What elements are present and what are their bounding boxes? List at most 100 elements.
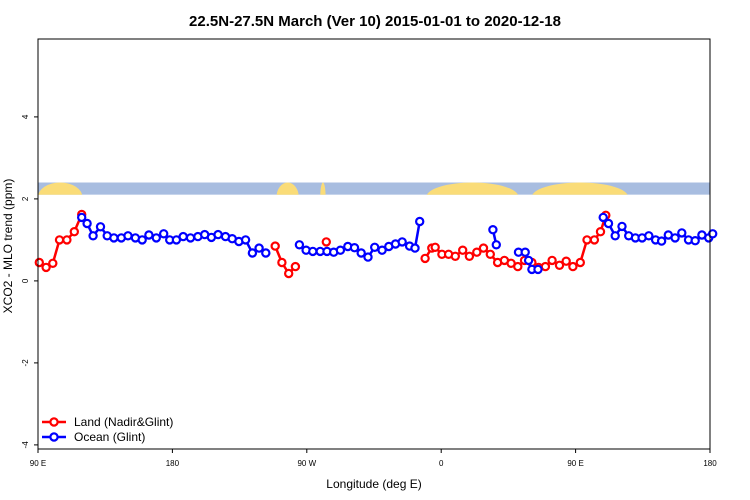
data-point-land	[464, 251, 475, 261]
data-point-land	[458, 245, 468, 255]
data-point-ocean	[178, 231, 188, 242]
legend-label-land: Land (Nadir&Glint)	[74, 415, 173, 429]
mask-land-segment	[426, 182, 519, 195]
series-land	[34, 209, 611, 279]
data-point-ocean	[677, 228, 687, 238]
data-point-ocean	[610, 231, 620, 241]
data-point-land	[41, 262, 51, 273]
data-point-ocean	[151, 233, 161, 243]
series-ocean	[76, 212, 718, 275]
x-tick-label: 90 W	[297, 459, 316, 468]
data-point-ocean	[335, 245, 346, 255]
data-point-ocean	[88, 231, 98, 241]
legend: Land (Nadir&Glint)Ocean (Glint)	[42, 415, 173, 444]
data-point-land	[430, 242, 440, 252]
data-point-ocean	[377, 245, 387, 255]
data-point-land	[589, 235, 600, 245]
x-axis: 90 E 180 90 W 0 90 E 180	[30, 449, 717, 468]
chart-title: 22.5N-27.5N March (Ver 10) 2015-01-01 to…	[189, 13, 561, 30]
data-point-ocean	[356, 248, 366, 258]
data-point-land	[485, 249, 495, 259]
x-tick-label: 180	[166, 459, 180, 468]
data-point-land	[472, 247, 482, 257]
data-point-ocean	[185, 233, 196, 243]
data-point-ocean	[144, 230, 154, 240]
data-point-ocean	[410, 243, 420, 253]
data-point-land	[513, 261, 523, 272]
data-point-ocean	[294, 240, 305, 250]
land-ocean-mask	[38, 182, 710, 195]
series-layer	[34, 209, 718, 279]
x-tick-label: 90 E	[30, 459, 46, 468]
data-point-ocean	[488, 224, 498, 235]
data-point-land	[270, 241, 280, 251]
data-point-land	[575, 257, 586, 268]
data-point-ocean	[520, 247, 530, 257]
mask-land-segment	[532, 182, 628, 195]
data-point-ocean	[370, 242, 380, 252]
data-point-ocean	[598, 212, 608, 223]
data-point-land	[420, 253, 430, 264]
data-point-ocean	[397, 237, 407, 247]
data-point-land	[69, 226, 80, 237]
data-point-ocean	[533, 264, 543, 275]
data-point-land	[547, 255, 557, 266]
data-point-ocean	[261, 248, 271, 258]
data-point-land	[48, 258, 58, 268]
data-point-ocean	[349, 242, 360, 253]
data-point-land	[321, 237, 331, 247]
data-point-land	[450, 251, 460, 261]
data-point-ocean	[95, 222, 106, 232]
data-point-ocean	[523, 255, 534, 266]
data-point-ocean	[644, 231, 654, 241]
y-axis: -4 -2 0 2 4	[21, 114, 38, 448]
y-tick-label: -2	[21, 359, 30, 367]
data-point-ocean	[656, 236, 667, 246]
data-point-ocean	[415, 216, 425, 227]
mask-land-segment	[320, 182, 326, 195]
data-point-ocean	[123, 231, 133, 241]
plot-frame	[37, 38, 711, 450]
legend-marker-land	[49, 417, 59, 427]
data-point-ocean	[363, 252, 373, 262]
y-tick-label: 2	[21, 196, 30, 201]
data-point-land	[284, 268, 294, 279]
data-point-ocean	[213, 229, 223, 240]
data-point-ocean	[617, 221, 627, 232]
data-point-land	[540, 261, 551, 272]
y-axis-label: XCO2 - MLO trend (ppm)	[1, 179, 15, 314]
legend-label-ocean: Ocean (Glint)	[74, 430, 145, 444]
data-point-ocean	[690, 235, 700, 246]
x-axis-label: Longitude (deg E)	[326, 477, 421, 491]
data-point-land	[478, 243, 489, 253]
data-point-ocean	[82, 218, 92, 229]
mask-land-segment	[38, 182, 83, 195]
data-point-ocean	[109, 233, 119, 243]
data-point-land	[62, 235, 72, 245]
legend-marker-ocean	[49, 432, 59, 442]
data-point-ocean	[247, 248, 258, 258]
data-point-ocean	[670, 233, 680, 243]
data-point-ocean	[603, 218, 614, 229]
data-point-land	[582, 235, 592, 245]
data-point-ocean	[708, 229, 718, 239]
mask-land-segment	[276, 182, 299, 195]
x-tick-label: 180	[703, 459, 717, 468]
data-point-ocean	[254, 243, 264, 253]
data-point-land	[554, 260, 565, 270]
data-point-land	[290, 261, 301, 272]
data-point-land	[561, 256, 571, 266]
data-point-land	[34, 257, 45, 268]
data-point-land	[595, 226, 606, 237]
data-point-land	[54, 235, 65, 245]
x-tick-label: 0	[439, 459, 444, 468]
data-point-ocean	[158, 229, 169, 239]
data-point-ocean	[137, 235, 147, 245]
data-point-ocean	[76, 212, 87, 223]
x-tick-label: 90 E	[567, 459, 583, 468]
data-point-ocean	[491, 240, 501, 250]
series-line-land	[274, 245, 297, 275]
data-point-ocean	[240, 235, 251, 245]
data-point-ocean	[308, 246, 318, 257]
